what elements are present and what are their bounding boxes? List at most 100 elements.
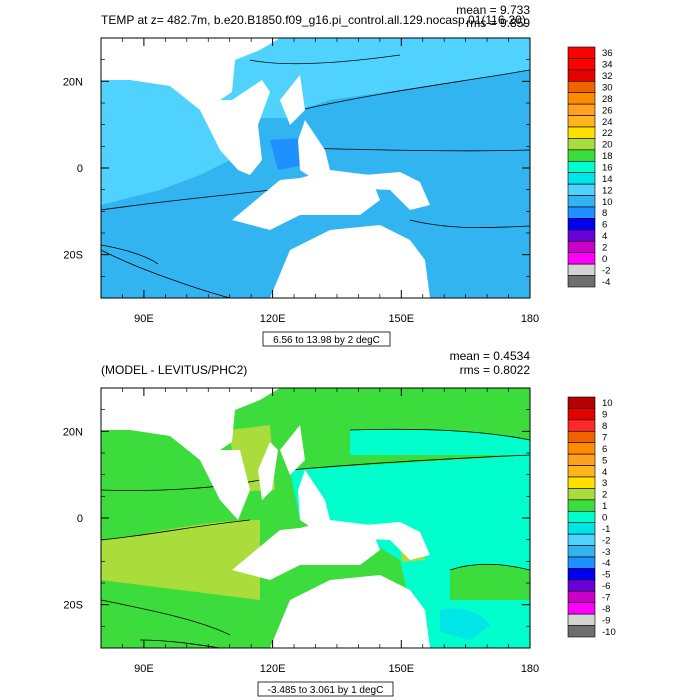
colorbar-label: 6: [602, 220, 607, 231]
colorbar-label: -3: [602, 547, 610, 558]
colorbar-label: 10: [602, 197, 613, 208]
panel2-contour-box: [257, 681, 394, 697]
x-tick-label: 120E: [260, 313, 286, 325]
colorbar-label: -2: [602, 535, 610, 546]
colorbar-label: 16: [602, 163, 613, 174]
panel1-title: TEMP at z= 482.7m, b.e20.B1850.f09_g16.p…: [101, 13, 526, 27]
colorbar-swatch: [567, 275, 596, 288]
colorbar-swatch: [567, 149, 596, 162]
x-tick-label: 90E: [134, 313, 154, 325]
colorbar-swatch: [567, 103, 596, 116]
colorbar-swatch: [567, 545, 596, 558]
panel1-map: [101, 38, 530, 298]
colorbar-swatch: [567, 80, 596, 94]
colorbar-label: 0: [602, 513, 607, 524]
colorbar-label: 26: [602, 105, 613, 116]
colorbar-label: -10: [602, 627, 616, 638]
panel2-contour-info: -3.485 to 3.061 by 1 degC: [268, 685, 384, 696]
panel2-axes: 90E 120E 150E 180 20N 0 20S: [63, 388, 539, 675]
colorbar-swatch: [567, 240, 596, 254]
colorbar-label: -7: [602, 593, 610, 604]
colorbar-label: 3: [602, 478, 607, 489]
colorbar-label: 14: [602, 174, 613, 185]
x-tick-label: 120E: [260, 663, 286, 675]
colorbar-label: 22: [602, 128, 613, 139]
colorbar-swatch: [567, 58, 596, 71]
colorbar-label: -4: [602, 558, 610, 569]
y-tick-label: 20S: [63, 600, 83, 612]
colorbar-swatch: [567, 408, 596, 421]
colorbar-label: -6: [602, 581, 610, 592]
y-tick-label: 0: [77, 163, 83, 175]
colorbar-label: 10: [602, 398, 613, 409]
panel2-rms: rms = 0.8022: [460, 363, 531, 377]
colorbar-label: 0: [602, 254, 607, 265]
colorbar-swatch: [567, 46, 596, 59]
colorbar-swatch: [567, 590, 596, 604]
panel-temperature: TEMP at z= 482.7m, b.e20.B1850.f09_g16.p…: [63, 3, 613, 347]
colorbar-swatch: [567, 92, 596, 105]
colorbar-swatch: [567, 218, 596, 231]
colorbar-label: 20: [602, 140, 613, 151]
colorbar-swatch: [567, 126, 596, 139]
colorbar-swatch: [567, 488, 596, 501]
colorbar-label: -8: [602, 604, 610, 615]
panel2-mean: mean = 0.4534: [450, 349, 531, 363]
colorbar-swatch: [567, 522, 596, 535]
colorbar-swatch: [567, 172, 596, 185]
colorbar-swatch: [567, 568, 596, 581]
colorbar-swatch: [567, 453, 596, 466]
y-tick-label: 20S: [63, 250, 83, 262]
colorbar-label: 4: [602, 231, 607, 242]
y-tick-label: 20N: [63, 426, 83, 438]
colorbar-label: 34: [602, 60, 613, 71]
colorbar-swatch: [567, 69, 596, 82]
colorbar-swatch: [567, 442, 596, 455]
colorbar-swatch: [567, 613, 596, 626]
colorbar-swatch: [567, 115, 596, 128]
colorbar-label: 7: [602, 433, 607, 444]
colorbar-label: -1: [602, 524, 610, 535]
colorbar-swatch: [567, 396, 596, 409]
colorbar-swatch: [567, 602, 596, 615]
colorbar-label: 8: [602, 208, 607, 219]
x-tick-label: 150E: [388, 663, 414, 675]
colorbar-label: 2: [602, 490, 607, 501]
colorbar-label: 5: [602, 455, 607, 466]
colorbar-swatch: [567, 263, 596, 276]
colorbar-swatch: [567, 499, 596, 512]
x-tick-label: 90E: [134, 663, 154, 675]
colorbar-swatch: [567, 419, 596, 432]
colorbar-label: 9: [602, 410, 607, 421]
colorbar-swatch: [567, 430, 596, 444]
x-tick-label: 180: [521, 663, 539, 675]
colorbar-swatch: [567, 556, 596, 569]
x-tick-label: 150E: [388, 313, 414, 325]
colorbar-label: 6: [602, 444, 607, 455]
colorbar-label: 12: [602, 185, 613, 196]
panel1-mean: mean = 9.733: [456, 3, 530, 17]
colorbar-label: 1: [602, 501, 607, 512]
x-tick-label: 180: [521, 313, 539, 325]
colorbar-label: 30: [602, 83, 613, 94]
y-tick-label: 0: [77, 513, 83, 525]
colorbar-swatch: [567, 229, 596, 242]
colorbar-label: -9: [602, 615, 610, 626]
colorbar-swatch: [567, 625, 596, 638]
colorbar-swatch: [567, 579, 596, 592]
colorbar-swatch: [567, 138, 596, 151]
colorbar-swatch: [567, 533, 596, 546]
panel1-axes: 90E 120E 150E 180 20N 0 20S: [63, 38, 539, 325]
colorbar-swatch: [567, 195, 596, 208]
y-tick-label: 20N: [63, 76, 83, 88]
colorbar-label: -2: [602, 265, 610, 276]
colorbar-label: 36: [602, 48, 613, 59]
panel2-map: [101, 388, 530, 648]
panel1-contour-info: 6.56 to 13.98 by 2 degC: [273, 335, 380, 346]
colorbar-label: 32: [602, 71, 613, 82]
colorbar-label: 4: [602, 467, 607, 478]
colorbar-swatch: [567, 252, 596, 265]
